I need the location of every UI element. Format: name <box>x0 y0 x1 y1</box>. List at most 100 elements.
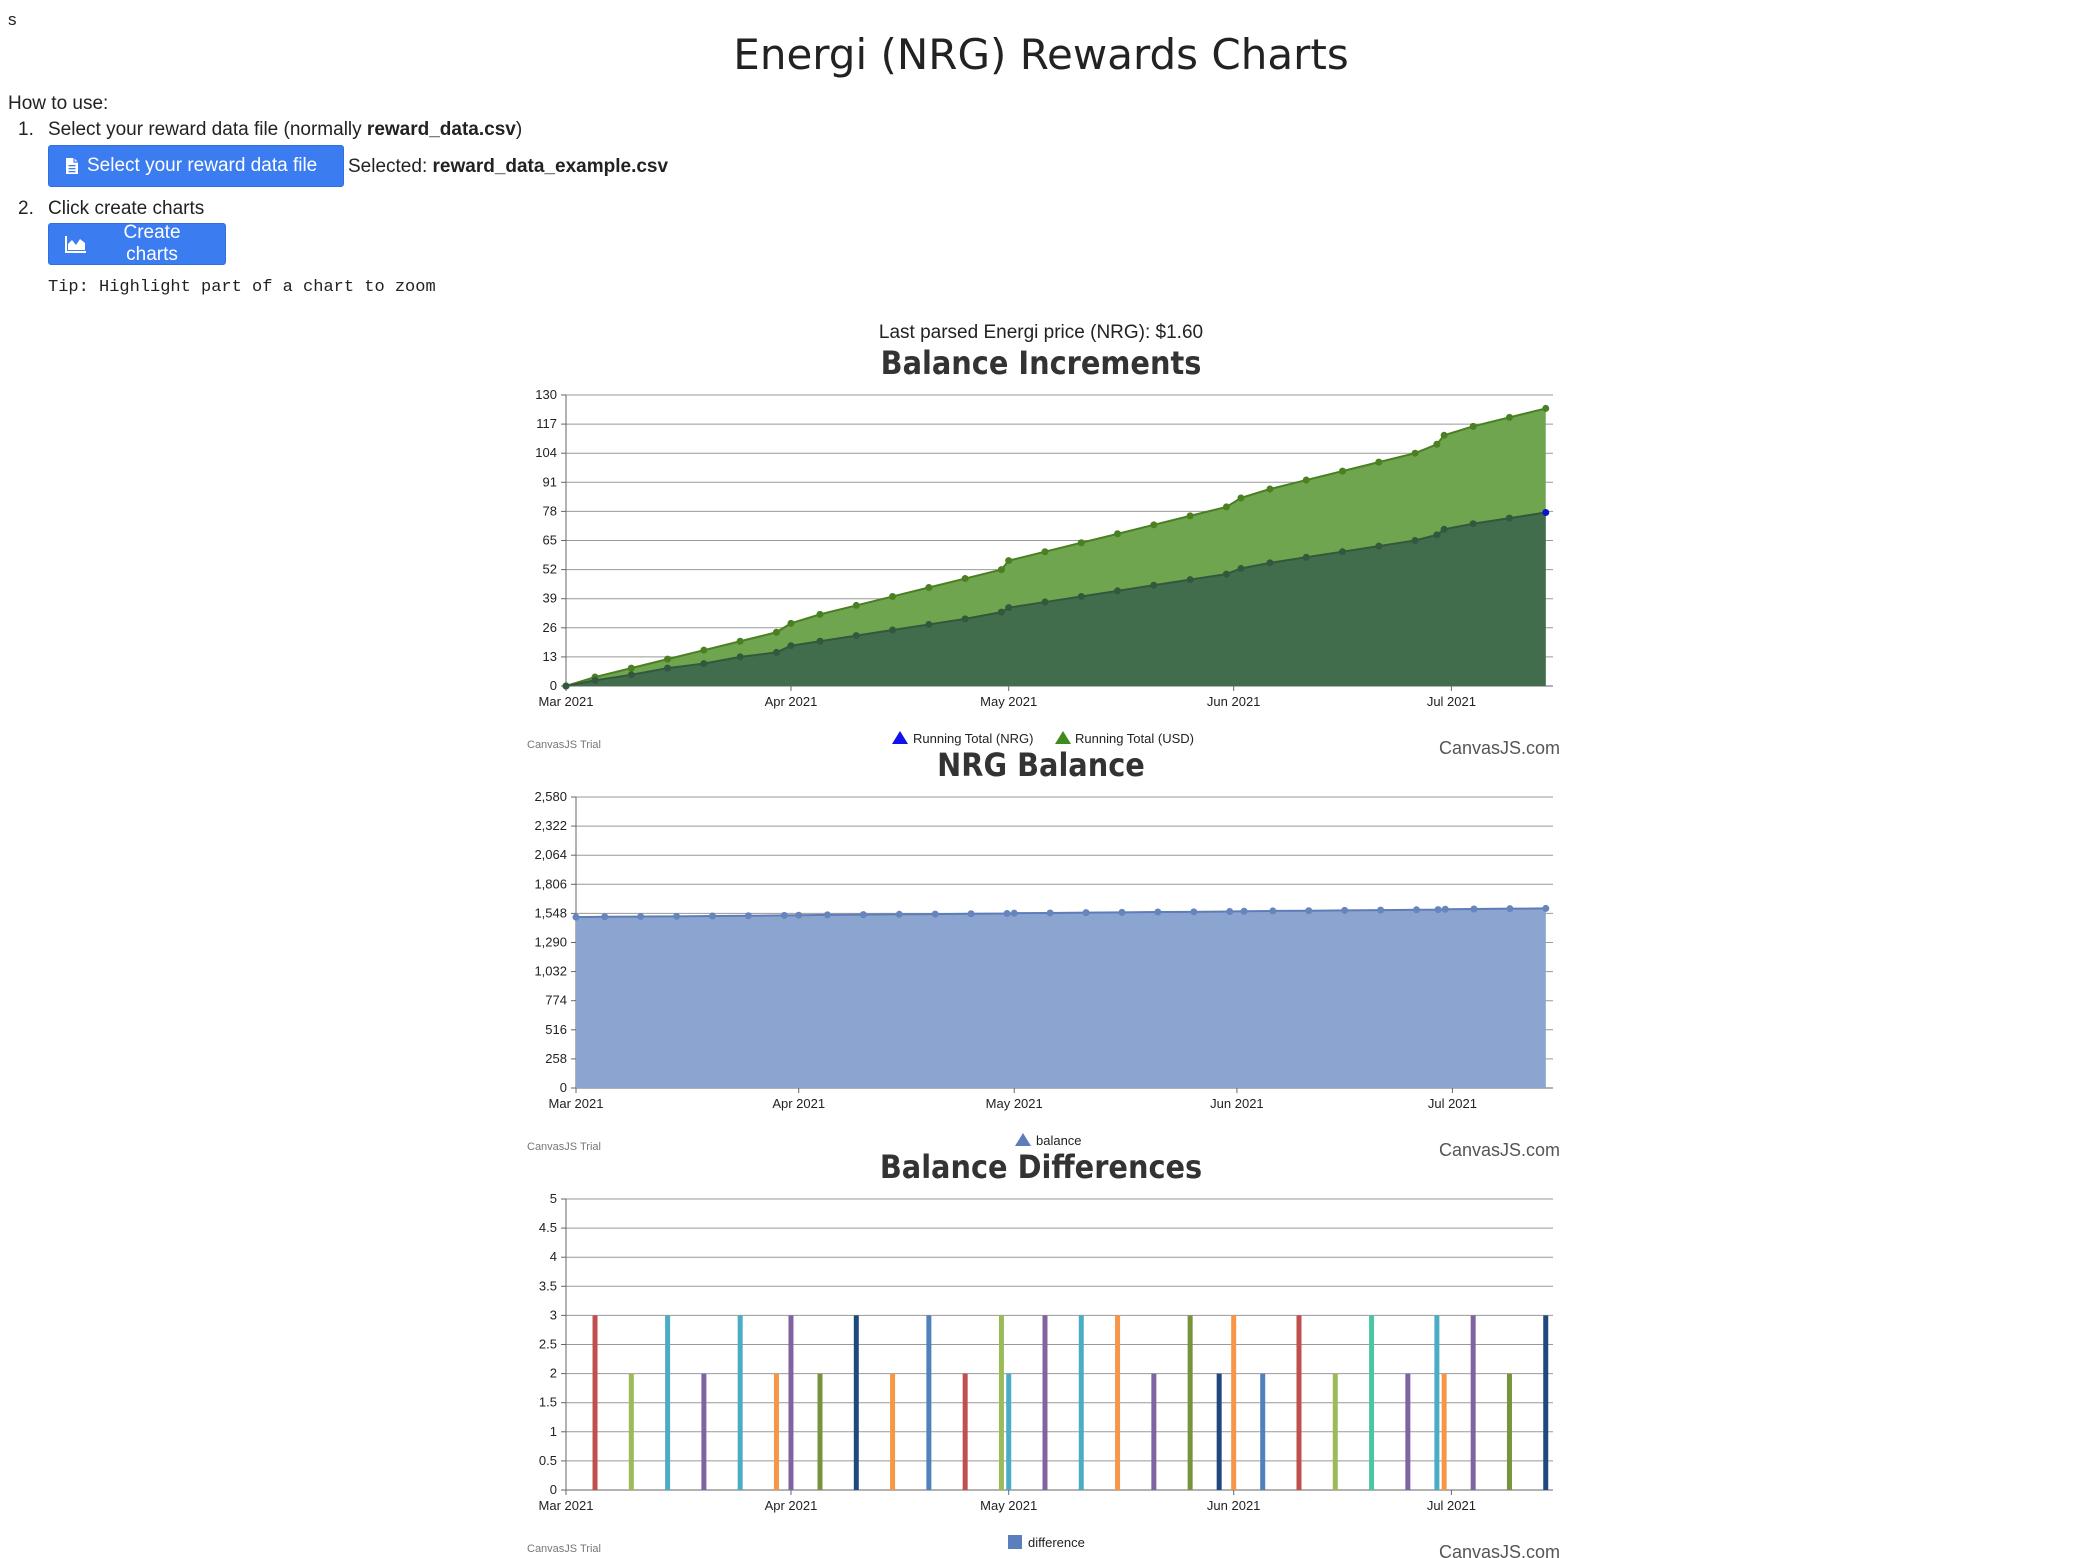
balance-point[interactable] <box>572 913 580 921</box>
difference-bar[interactable] <box>1470 1315 1476 1490</box>
difference-bar[interactable] <box>1006 1373 1012 1490</box>
difference-bar[interactable] <box>1506 1373 1512 1490</box>
nrg-point[interactable] <box>1302 553 1310 561</box>
nrg-point[interactable] <box>997 608 1005 616</box>
balance-point[interactable] <box>967 910 975 918</box>
difference-bar[interactable] <box>1260 1373 1266 1490</box>
usd-point[interactable] <box>997 566 1005 574</box>
difference-bar[interactable] <box>853 1315 859 1490</box>
balance-point[interactable] <box>637 913 645 921</box>
difference-bar[interactable] <box>998 1315 1004 1490</box>
legend-nrg-label[interactable]: Running Total (NRG) <box>913 731 1033 746</box>
balance-point[interactable] <box>1010 909 1018 917</box>
difference-bar[interactable] <box>737 1315 743 1490</box>
difference-bar[interactable] <box>1441 1373 1447 1490</box>
nrg-point[interactable] <box>627 671 635 679</box>
nrg-point[interactable] <box>1411 537 1419 544</box>
difference-bar[interactable] <box>926 1315 932 1490</box>
balance-point[interactable] <box>895 910 903 918</box>
balance-point[interactable] <box>1506 905 1514 913</box>
usd-point[interactable] <box>1469 422 1477 430</box>
balance-point[interactable] <box>1341 906 1349 914</box>
difference-bar[interactable] <box>962 1373 968 1490</box>
usd-point[interactable] <box>852 601 860 609</box>
difference-bar[interactable] <box>665 1315 671 1490</box>
nrg-point[interactable] <box>1237 564 1245 572</box>
nrg-point[interactable] <box>772 648 780 656</box>
nrg-point[interactable] <box>1505 514 1513 522</box>
usd-point[interactable] <box>772 628 780 636</box>
legend-difference-label[interactable]: difference <box>1028 1535 1085 1550</box>
balance-point[interactable] <box>1269 907 1277 915</box>
nrg-point[interactable] <box>1150 581 1158 589</box>
nrg-point[interactable] <box>1077 592 1085 600</box>
create-charts-button[interactable]: Create charts <box>48 222 226 265</box>
nrg-point[interactable] <box>664 664 672 672</box>
difference-bar[interactable] <box>1434 1315 1440 1490</box>
nrg-point[interactable] <box>1005 604 1013 612</box>
usd-point[interactable] <box>736 637 744 645</box>
balance-point[interactable] <box>1118 908 1126 916</box>
usd-point[interactable] <box>1237 494 1245 502</box>
difference-bar[interactable] <box>1332 1373 1338 1490</box>
difference-bar[interactable] <box>628 1373 634 1490</box>
nrg-point[interactable] <box>852 632 860 640</box>
usd-point[interactable] <box>1542 404 1550 412</box>
usd-point[interactable] <box>1266 485 1274 493</box>
usd-point[interactable] <box>961 575 969 583</box>
balance-point[interactable] <box>1542 904 1550 912</box>
nrg-point[interactable] <box>1114 587 1122 595</box>
nrg-point[interactable] <box>925 620 933 628</box>
nrg-point[interactable] <box>1469 520 1477 528</box>
legend-usd-label[interactable]: Running Total (USD) <box>1075 731 1194 746</box>
usd-point[interactable] <box>1302 476 1310 484</box>
nrg-point[interactable] <box>1186 576 1194 584</box>
usd-point[interactable] <box>1505 413 1513 421</box>
difference-bar[interactable] <box>1231 1315 1237 1490</box>
balance-increments-chart[interactable]: Balance Increments 0 13 26 39 52 65 78 91 104 117 1… <box>0 344 2082 754</box>
balance-point[interactable] <box>1470 905 1478 913</box>
usd-point[interactable] <box>627 664 635 672</box>
usd-point[interactable] <box>889 592 897 600</box>
usd-point[interactable] <box>816 610 824 618</box>
difference-bar[interactable] <box>773 1373 779 1490</box>
balance-point[interactable] <box>823 911 831 919</box>
difference-bar[interactable] <box>1187 1315 1193 1490</box>
nrg-point[interactable] <box>1266 559 1274 567</box>
nrg-point[interactable] <box>1339 548 1347 556</box>
nrg-balance-chart[interactable]: NRG Balance 0 258 516 774 1,032 1,290 1,548 1,80… <box>0 746 2082 1156</box>
difference-bar[interactable] <box>1405 1373 1411 1490</box>
balance-differences-chart[interactable]: Balance Differences 0 0.5 1 1.5 2 2.5 3 3.5 4 4.5 5… <box>0 1148 2082 1558</box>
balance-point[interactable] <box>795 911 803 919</box>
nrg-point[interactable] <box>1375 542 1383 550</box>
usd-point[interactable] <box>1440 431 1448 439</box>
balance-point[interactable] <box>1240 907 1248 915</box>
usd-point[interactable] <box>1411 449 1419 457</box>
balance-point[interactable] <box>744 912 752 920</box>
balance-point[interactable] <box>1046 909 1054 917</box>
usd-point[interactable] <box>1433 440 1441 448</box>
usd-point[interactable] <box>925 584 933 592</box>
nrg-point[interactable] <box>736 653 744 661</box>
difference-bar[interactable] <box>1042 1315 1048 1490</box>
balance-point[interactable] <box>1441 905 1449 913</box>
balance-point[interactable] <box>1154 908 1162 916</box>
usd-point[interactable] <box>1041 548 1049 556</box>
usd-point[interactable] <box>1005 557 1013 565</box>
usd-point[interactable] <box>664 655 672 663</box>
difference-bar[interactable] <box>1078 1315 1084 1490</box>
nrg-point[interactable] <box>1440 525 1448 533</box>
difference-bar[interactable] <box>1296 1315 1302 1490</box>
difference-bar[interactable] <box>1151 1373 1157 1490</box>
balance-point[interactable] <box>1190 908 1198 916</box>
balance-point[interactable] <box>931 910 939 918</box>
nrg-point[interactable] <box>787 642 795 650</box>
balance-point[interactable] <box>1434 906 1442 914</box>
balance-point[interactable] <box>708 912 716 920</box>
difference-bar[interactable] <box>701 1373 707 1490</box>
nrg-point[interactable] <box>700 660 708 668</box>
balance-point[interactable] <box>1305 907 1313 915</box>
difference-bar[interactable] <box>1543 1315 1549 1490</box>
balance-point[interactable] <box>1082 909 1090 917</box>
balance-point[interactable] <box>1413 906 1421 914</box>
